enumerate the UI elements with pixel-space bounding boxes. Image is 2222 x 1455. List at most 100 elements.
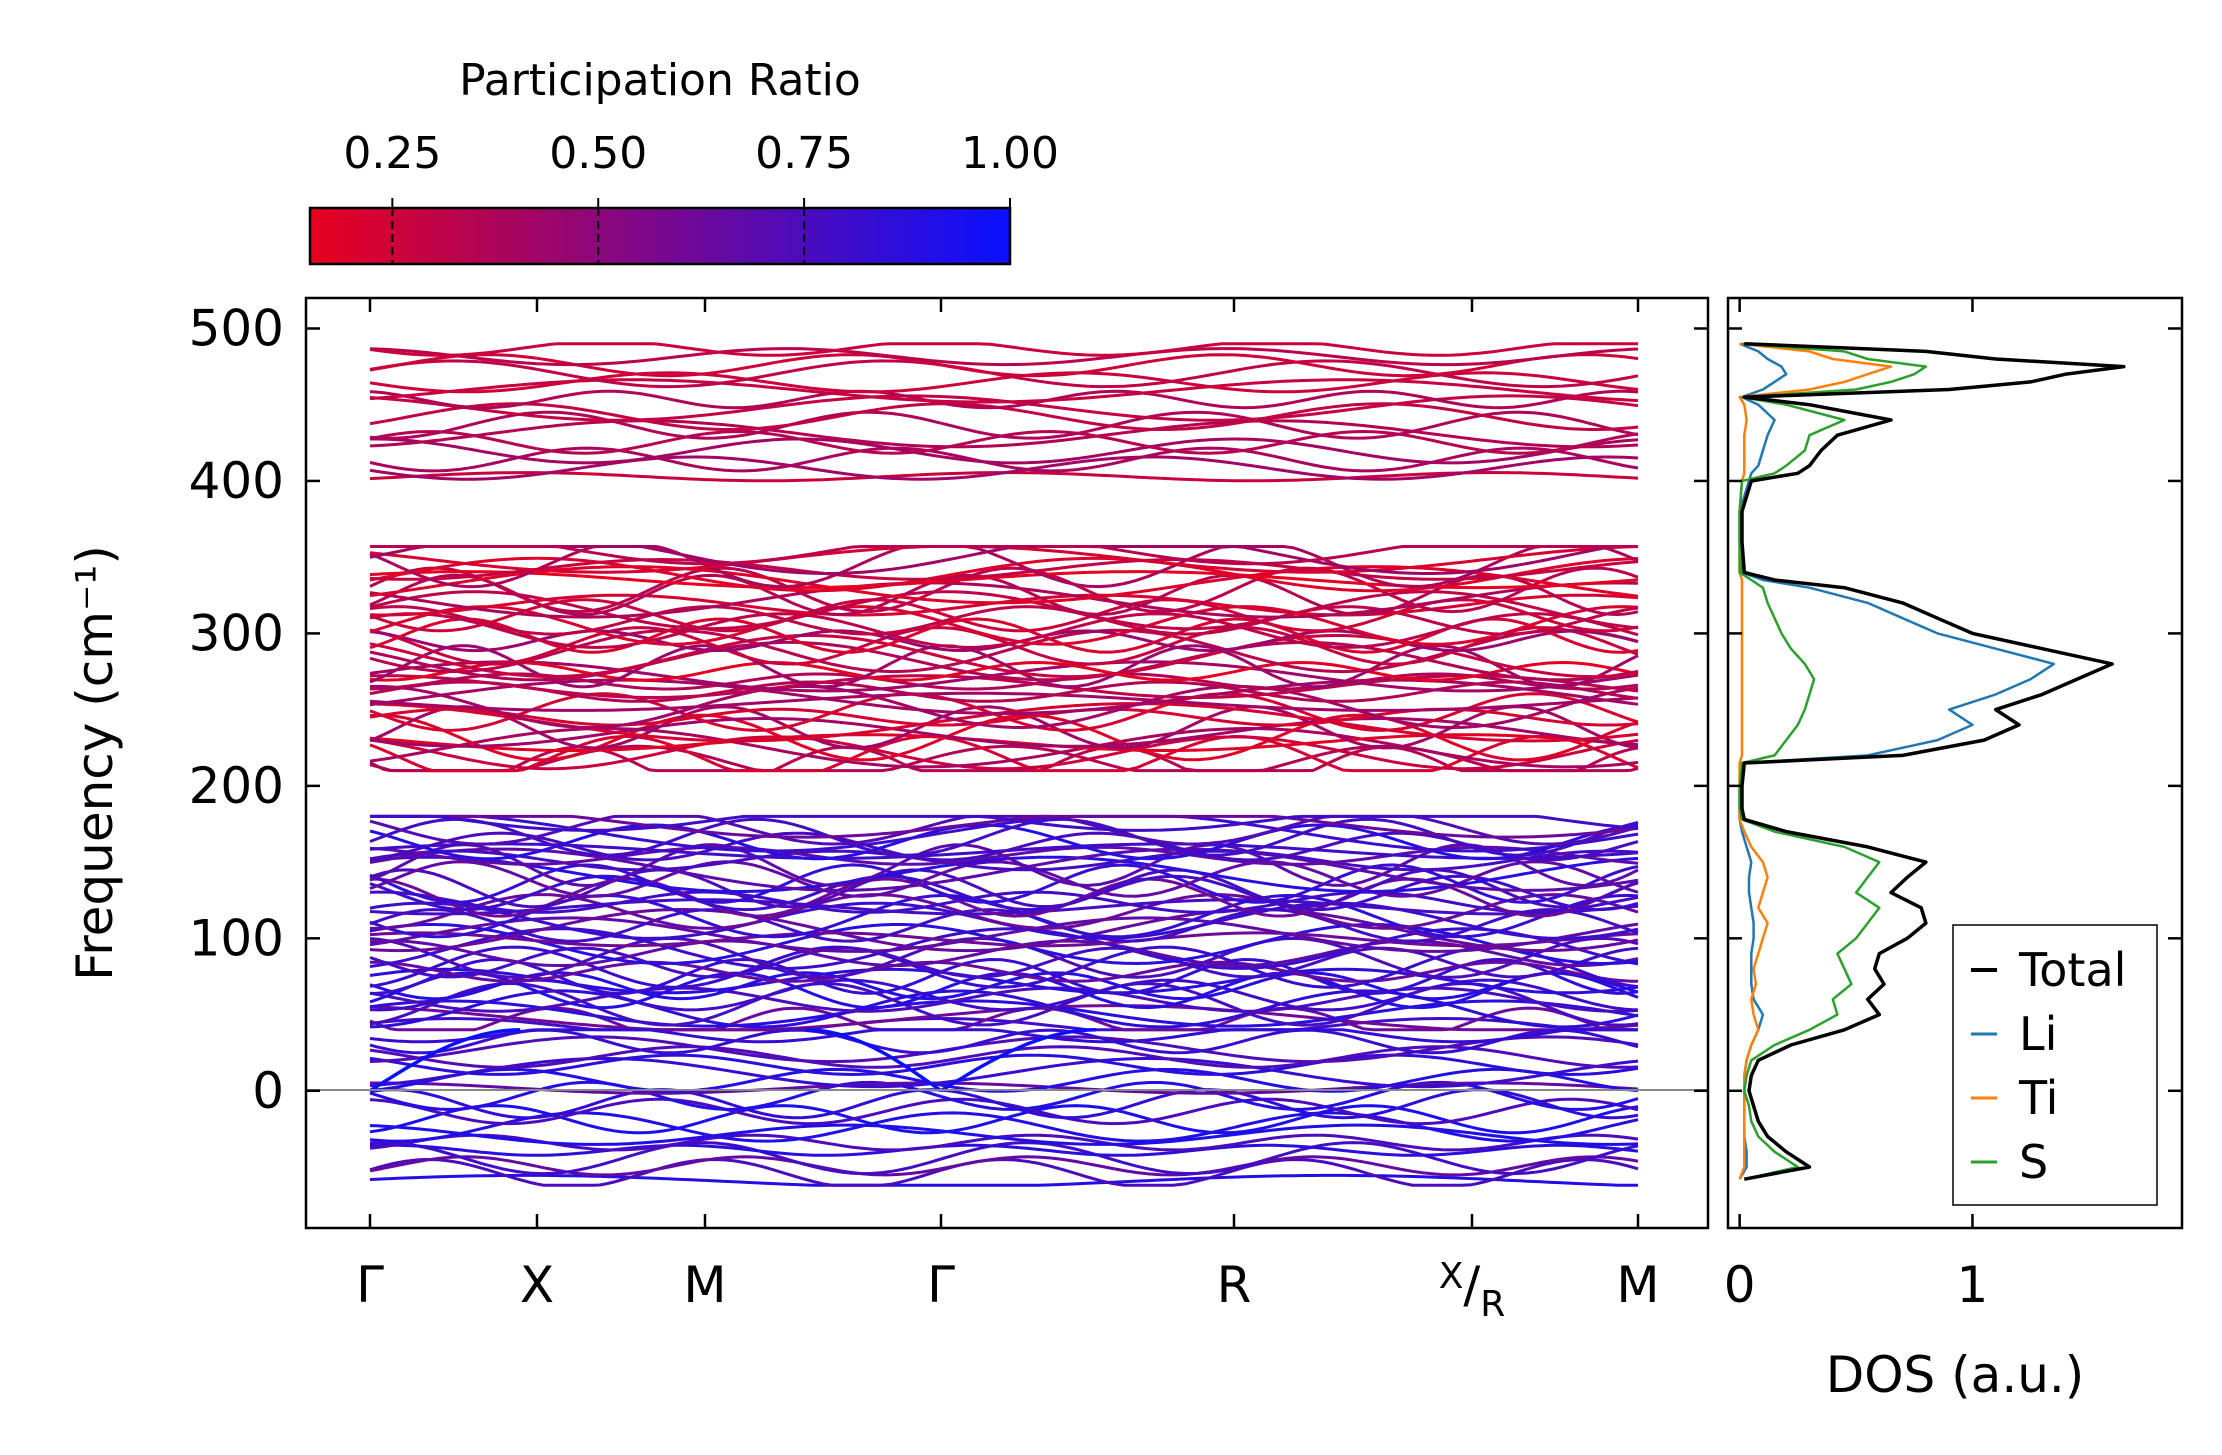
band-x-tick-label: X/R [1439,1256,1506,1325]
phonon-band [704,612,942,648]
phonon-band [1233,877,1473,893]
phonon-band [1471,560,1639,580]
phonon-band [1233,1157,1473,1187]
phonon-band [1471,722,1639,747]
band-x-tick-label: X [520,1256,554,1314]
phonon-band [940,617,1235,654]
phonon-band [536,1035,706,1050]
phonon-band [1471,374,1639,389]
phonon-band [940,1133,1235,1152]
phonon-band [369,1028,538,1044]
phonon-band [1233,931,1472,948]
phonon-band [704,826,942,839]
colorbar-gradient [308,206,1012,266]
phonon-band [704,890,942,914]
phonon-band [369,1088,538,1111]
phonon-band [369,908,538,939]
phonon-band [704,734,942,773]
phonon-band [1233,620,1473,649]
dos-x-tick-label: 0 [1724,1256,1756,1314]
phonon-band [369,699,538,712]
phonon-band [369,644,538,684]
phonon-band [536,702,706,729]
phonon-band [1471,989,1639,1013]
phonon-band [1233,703,1473,712]
phonon-band [1233,347,1473,367]
phonon-band [536,1045,706,1068]
phonon-band [536,916,706,935]
phonon-band [940,471,1235,483]
phonon-band [536,846,706,866]
phonon-band [1233,640,1473,672]
phonon-band [536,745,705,773]
phonon-band [536,919,706,940]
colorbar-tick-label: 1.00 [961,128,1059,179]
phonon-band [941,342,1234,357]
phonon-band [536,402,706,431]
phonon-band [536,965,706,995]
phonon-band [1471,865,1639,904]
phonon-bands [369,342,1639,1187]
phonon-band [1233,814,1472,827]
phonon-band [940,893,1235,930]
phonon-band [1233,831,1473,862]
phonon-band [1233,1104,1473,1134]
phonon-band [940,1053,1235,1076]
phonon-band [1471,720,1639,762]
phonon-band [369,846,537,866]
phonon-band [1471,1028,1638,1043]
phonon-band [704,935,942,970]
phonon-band [1233,1173,1473,1181]
phonon-band [704,735,942,769]
phonon-band [1471,738,1639,771]
phonon-band [369,605,538,634]
phonon-band [369,656,538,674]
phonon-band [536,628,706,660]
phonon-band [704,1067,942,1091]
band-x-tick-label-slash: / [1463,1256,1480,1314]
phonon-band [1471,971,1639,995]
phonon-band [370,437,538,462]
band-x-tick-label: M [683,1256,726,1314]
phonon-band [940,1097,1235,1126]
phonon-band [1471,957,1639,995]
phonon-band [704,557,942,575]
phonon-band [536,865,706,893]
phonon-band [1471,1046,1639,1069]
phonon-band [941,745,1234,773]
phonon-band [369,599,538,617]
phonon-band [704,575,942,593]
phonon-band [704,342,941,357]
phonon-band [940,437,1235,465]
phonon-band [705,605,942,636]
acoustic-branch [369,1028,521,1093]
phonon-band [369,829,538,861]
phonon-band [704,1104,942,1135]
phonon-band [940,916,1235,946]
phonon-band [536,342,706,352]
phonon-band [1471,826,1639,839]
phonon-band [940,945,1235,989]
phonon-band [940,986,1235,1013]
phonon-band [536,940,706,967]
phonon-band [704,735,942,765]
phonon-band [536,908,706,933]
phonon-band [369,591,538,617]
phonon-band [369,552,538,589]
phonon-band [1471,410,1639,437]
phonon-band [1233,378,1473,388]
phonon-band [1233,429,1473,454]
phonon-band [536,606,706,619]
phonon-band [536,644,706,689]
phonon-band [537,1173,706,1182]
phonon-band [369,860,538,890]
phonon-band [940,957,1235,995]
phonon-band [536,410,706,440]
phonon-band [369,908,538,938]
band-y-tick-label: 0 [252,1062,284,1120]
phonon-band [1471,1131,1639,1146]
phonon-band [537,1028,706,1040]
colorbar-title: Participation Ratio [459,55,861,106]
phonon-band [1471,878,1639,892]
phonon-band [704,707,942,727]
